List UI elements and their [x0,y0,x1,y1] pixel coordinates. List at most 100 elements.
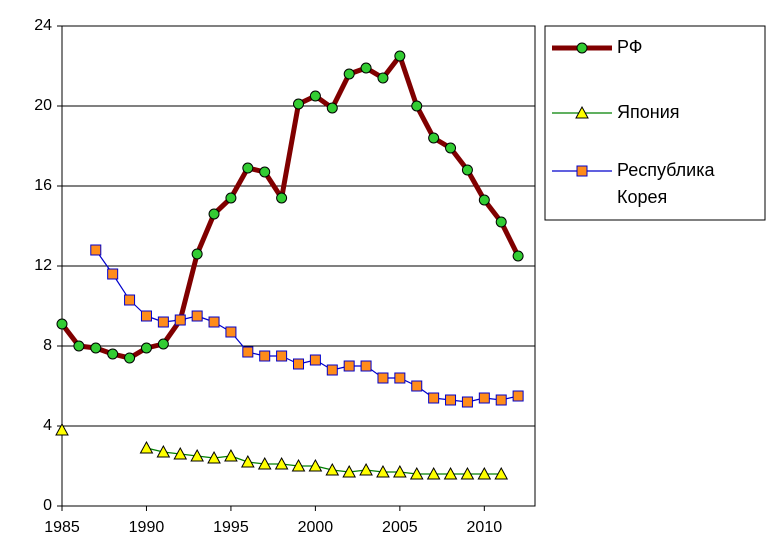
marker [428,392,440,404]
marker [191,248,203,260]
marker [274,456,289,470]
series-line [60,53,521,361]
y-tick-label: 12 [34,257,52,274]
marker [360,360,372,372]
marker [207,450,221,464]
marker [191,310,203,322]
marker [360,62,372,74]
x-tick-label: 2005 [382,519,418,536]
marker [409,466,424,480]
marker [495,394,507,406]
marker [343,360,355,372]
marker [257,456,272,470]
marker [107,348,119,360]
y-tick-label: 16 [34,177,52,194]
marker [359,462,373,476]
plot-frame [61,25,536,507]
x-tick-label: 2000 [298,519,334,536]
y-tick-label: 20 [34,97,52,114]
marker [478,194,490,206]
marker [225,192,237,204]
marker [575,105,589,119]
legend-box [544,25,766,221]
y-tick-label: 8 [43,337,52,354]
marker [377,72,389,84]
marker [293,358,304,370]
legend-label: РФ [617,37,643,57]
marker [411,100,423,112]
marker [494,466,509,480]
marker [240,454,255,468]
marker [428,132,440,144]
marker [208,208,220,220]
marker [140,342,152,354]
x-tick-label: 1985 [44,519,80,536]
marker [173,446,188,460]
marker [276,192,288,204]
marker [224,448,238,462]
marker [190,448,204,462]
marker [242,162,254,174]
marker [107,268,119,280]
legend-entry: Республика Корея [552,160,716,207]
marker [124,294,136,306]
marker [461,396,473,408]
marker [477,466,492,480]
marker [124,352,136,364]
y-tick-label: 24 [34,17,52,34]
x-tick-label: 2010 [467,519,503,536]
marker [208,316,220,328]
marker [309,354,321,366]
marker [376,464,390,478]
marker [343,68,355,80]
marker [157,338,169,350]
x-tick-label: 1995 [213,519,249,536]
series-line [146,447,502,475]
marker [225,326,237,338]
marker [293,98,304,110]
marker [325,462,340,476]
marker [139,440,154,454]
marker [377,372,389,384]
marker [156,444,171,458]
marker [445,142,457,154]
marker [308,458,323,472]
marker [326,364,338,376]
marker [309,90,321,102]
marker [393,464,407,478]
legend-label: Япония [617,102,680,122]
legend-entry: Япония [552,102,680,122]
marker [478,392,490,404]
marker [445,394,457,406]
marker [576,42,588,54]
marker [512,250,524,262]
legend-entry: РФ [552,37,643,57]
marker [342,464,357,478]
y-tick-label: 0 [43,497,52,514]
marker [495,216,507,228]
marker [140,310,152,322]
marker [512,390,524,402]
marker [174,314,186,326]
marker [157,316,169,328]
marker [460,466,475,480]
marker [326,102,338,114]
legend-label: Республика Корея [617,160,716,207]
y-tick-label: 4 [43,417,52,434]
marker [394,372,406,384]
marker [90,244,102,256]
x-tick-label: 1990 [129,519,165,536]
marker [443,466,458,480]
marker [461,164,473,176]
marker [426,466,441,480]
marker [259,166,271,178]
marker [411,380,423,392]
marker [276,350,288,362]
marker [73,340,85,352]
marker [259,350,271,362]
marker [90,342,102,354]
marker [394,50,406,62]
marker [55,422,69,436]
marker [291,458,306,472]
